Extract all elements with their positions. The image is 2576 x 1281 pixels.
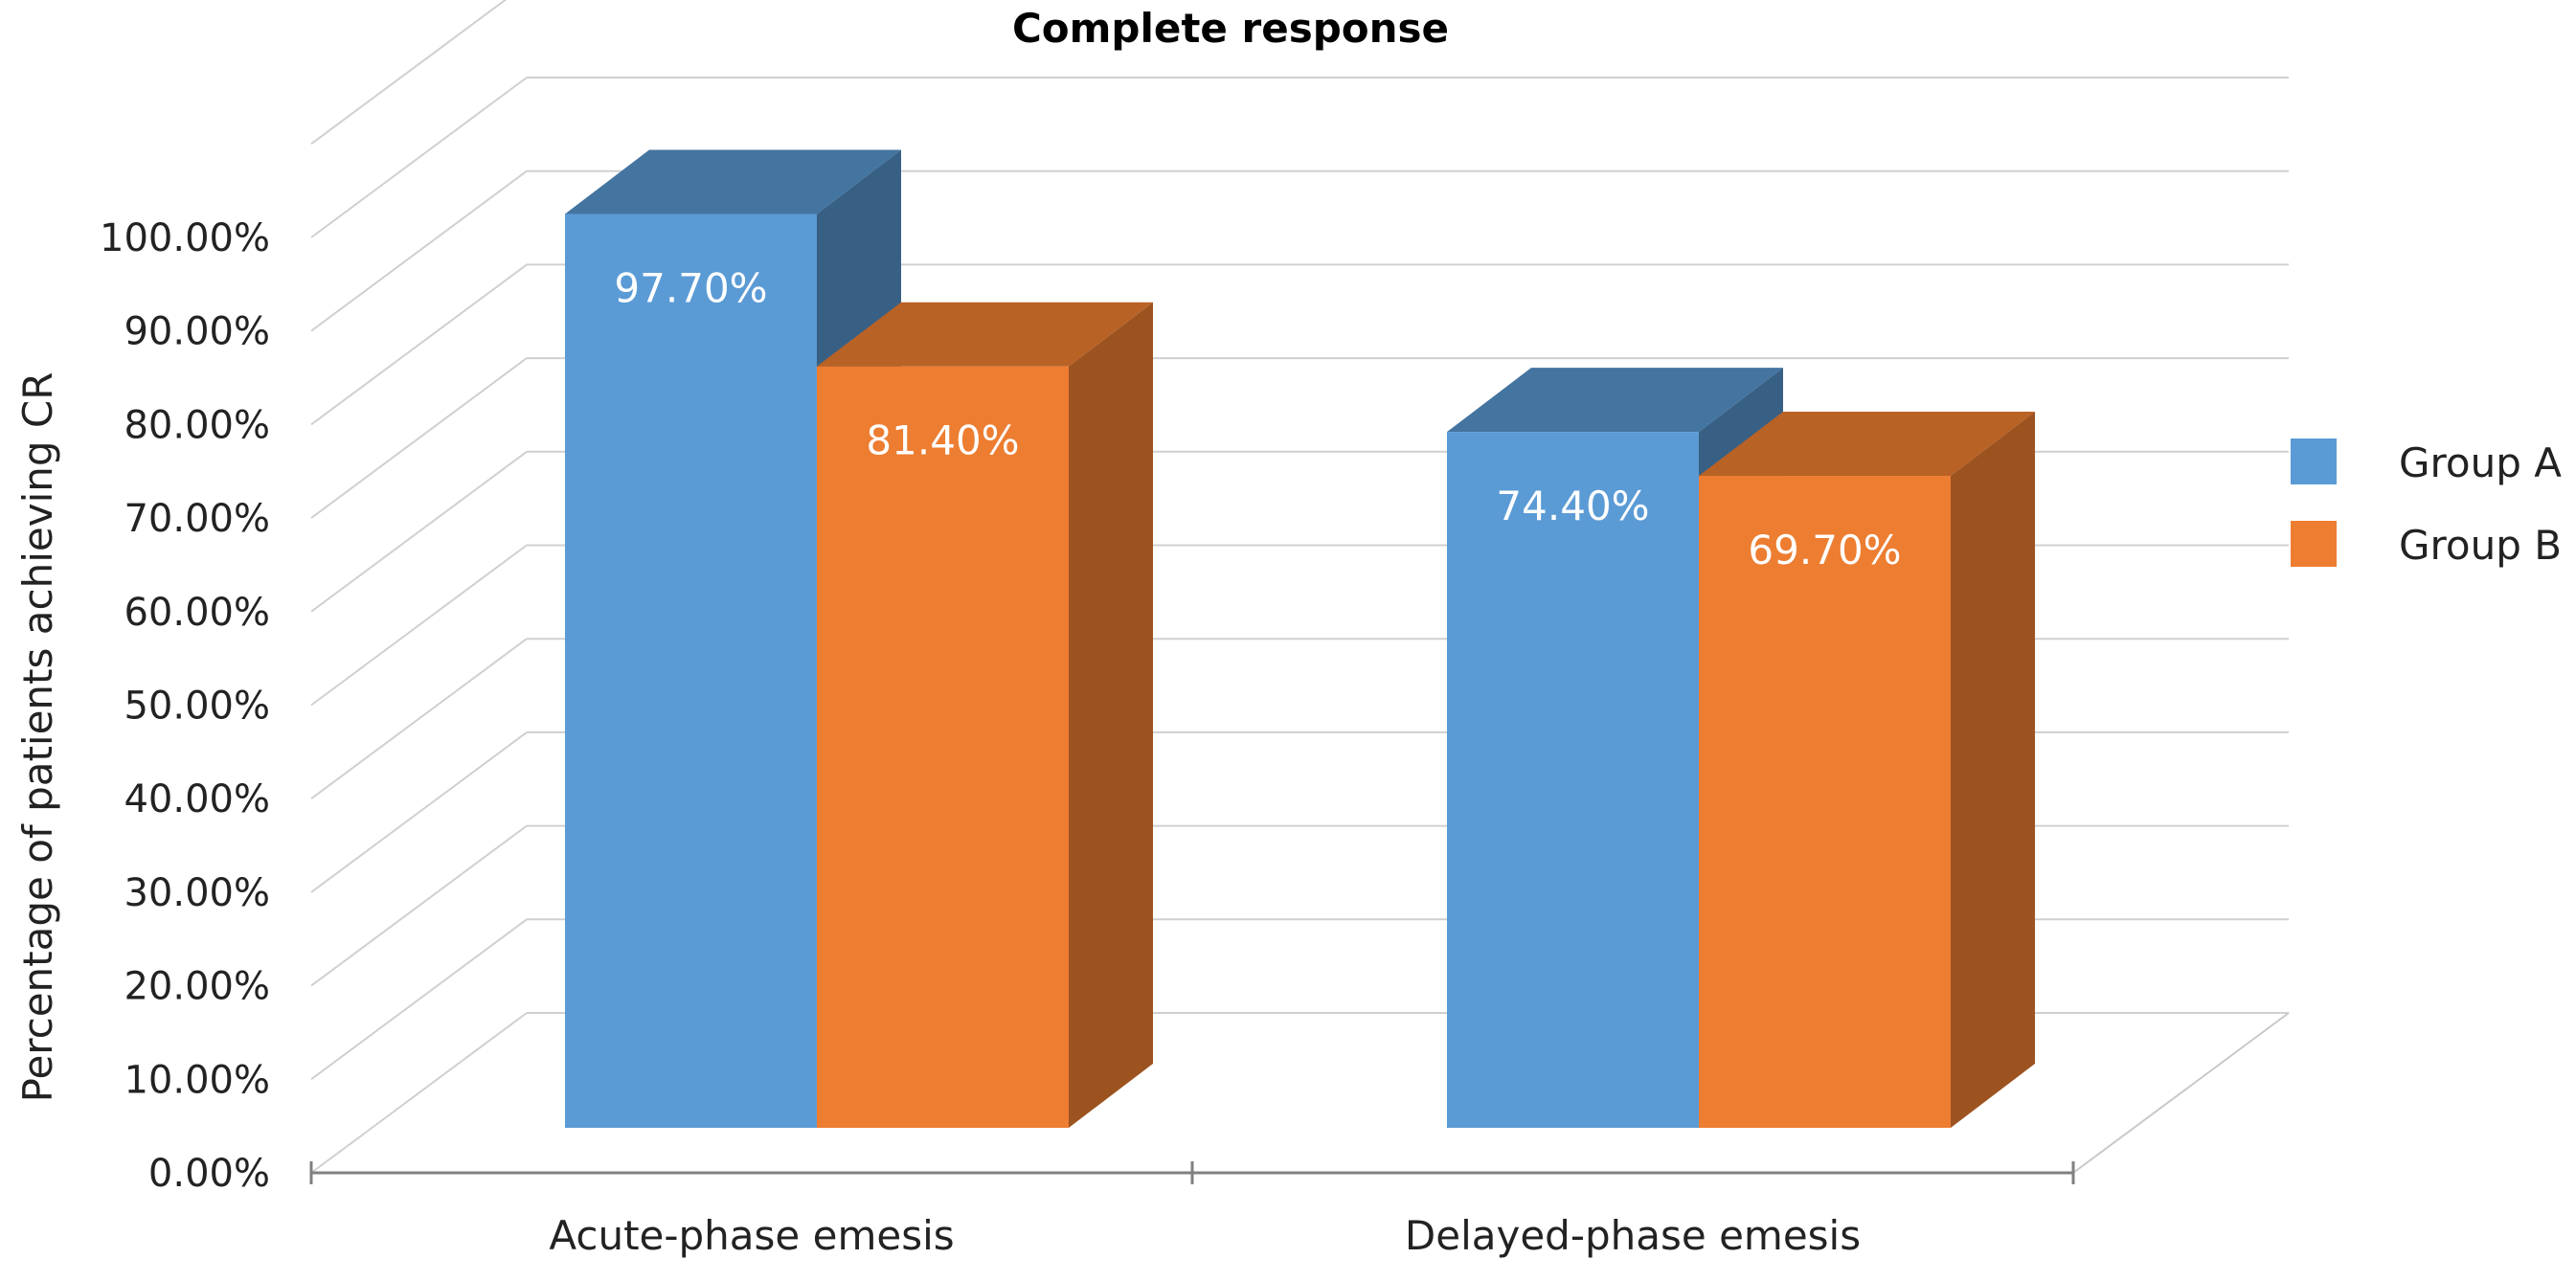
y-tick-label: 30.00%	[124, 871, 270, 915]
gridline-side	[310, 169, 528, 332]
chart-title: Complete response	[1012, 5, 1449, 52]
legend: Group A Group B	[2291, 438, 2562, 569]
data-labels: 97.70% 81.40% 74.40% 69.70%	[614, 264, 1901, 573]
y-tick-label: 20.00%	[124, 965, 270, 1009]
bar	[565, 214, 817, 1128]
gridline-side	[310, 77, 528, 238]
gridline-side	[310, 638, 528, 800]
y-tick-label: 90.00%	[124, 310, 270, 354]
data-label: 97.70%	[614, 264, 767, 311]
data-label: 81.40%	[866, 417, 1019, 464]
bars	[565, 149, 2035, 1128]
bar-top	[1447, 368, 1783, 433]
legend-swatch	[2291, 521, 2337, 567]
gridline-side	[310, 0, 508, 146]
gridline-side	[310, 1012, 528, 1174]
legend-swatch	[2291, 438, 2337, 484]
gridline-side	[310, 544, 528, 707]
bar	[817, 366, 1069, 1128]
y-tick-label: 40.00%	[124, 777, 270, 821]
gridline-side	[310, 263, 528, 426]
legend-label: Group A	[2399, 439, 2562, 486]
y-tick-label: 0.00%	[148, 1152, 270, 1196]
bar	[1447, 432, 1699, 1128]
gridline-side	[310, 450, 528, 613]
y-tick-label: 80.00%	[124, 403, 270, 447]
bar-top	[1699, 412, 2035, 477]
y-axis-label: Percentage of patients achieving CR	[14, 372, 61, 1103]
data-label: 74.40%	[1496, 483, 1649, 529]
y-tick-label: 70.00%	[124, 497, 270, 541]
data-label: 69.70%	[1748, 527, 1901, 573]
y-tick-label: 100.00%	[100, 216, 270, 260]
gridline-side	[310, 357, 528, 519]
gridline-side	[310, 824, 528, 987]
bar-top	[817, 302, 1153, 367]
x-tick-label: Delayed-phase emesis	[1405, 1212, 1861, 1259]
legend-label: Group B	[2399, 522, 2562, 569]
gridline-side	[310, 918, 528, 1081]
axes: 0.00% 10.00% 20.00% 30.00% 40.00% 50.00% 60.00…	[100, 216, 2075, 1259]
bar-top	[565, 149, 901, 214]
y-tick-label: 60.00%	[124, 591, 270, 635]
bar-side	[1069, 302, 1153, 1128]
y-tick-label: 50.00%	[124, 685, 270, 729]
bar-side	[1951, 412, 2035, 1128]
bar	[1699, 476, 1951, 1128]
x-tick-label: Acute-phase emesis	[549, 1212, 954, 1259]
floor-edge	[2072, 1012, 2290, 1174]
y-tick-label: 10.00%	[124, 1058, 270, 1102]
gridline-side	[310, 731, 528, 893]
